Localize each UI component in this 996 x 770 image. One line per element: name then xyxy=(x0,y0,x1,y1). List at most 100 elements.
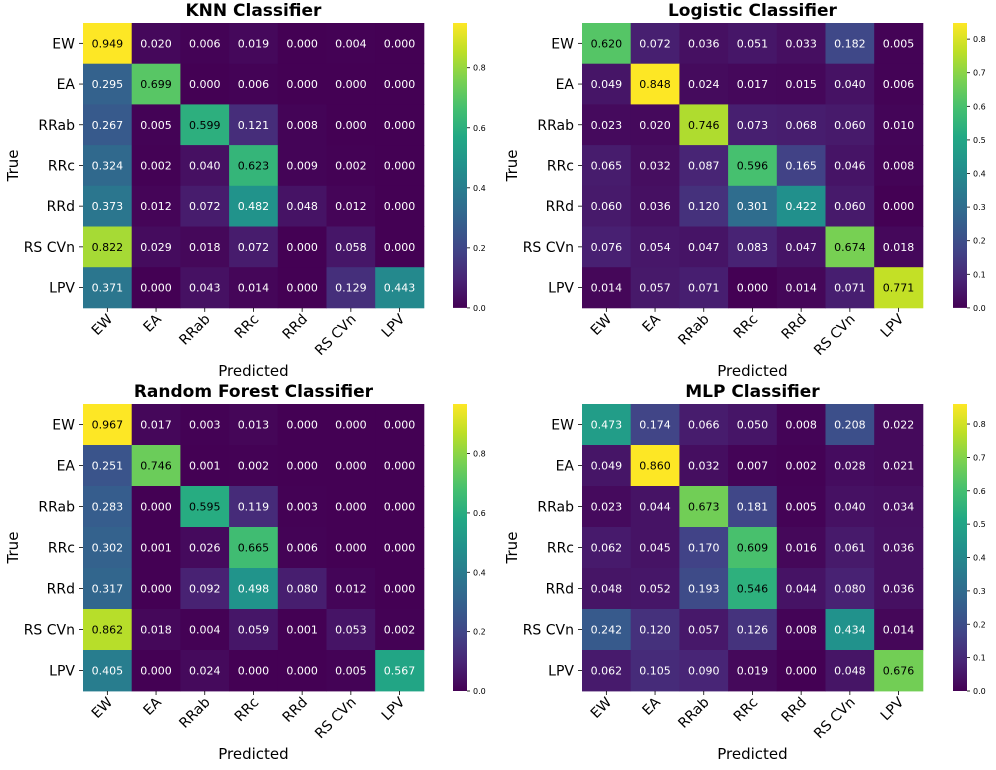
cell-value-label: 0.009 xyxy=(286,159,318,172)
heatmap-cell xyxy=(375,650,425,692)
y-axis-label: True xyxy=(503,150,521,183)
cell-value-label: 0.045 xyxy=(639,542,671,555)
heatmap-cell xyxy=(131,609,181,651)
cell-value-label: 0.000 xyxy=(384,78,416,91)
cell-value-label: 0.121 xyxy=(238,119,270,132)
heatmap-cell xyxy=(630,145,680,187)
cell-value-label: 0.071 xyxy=(688,282,720,295)
y-tick-label: RRc xyxy=(547,541,574,557)
y-tick-label: LPV xyxy=(548,664,574,680)
heatmap-cell xyxy=(728,185,778,227)
heatmap-cell xyxy=(375,226,425,268)
cell-value-label: 0.301 xyxy=(737,200,769,213)
heatmap-cell xyxy=(375,527,425,569)
heatmap-cell xyxy=(679,185,729,227)
cell-value-label: 0.057 xyxy=(688,624,720,637)
cell-value-label: 0.020 xyxy=(140,37,172,50)
x-tick-label: LPV xyxy=(379,311,409,341)
heatmap-cell xyxy=(582,63,632,105)
heatmap-cell xyxy=(825,486,875,528)
heatmap-cell xyxy=(728,527,778,569)
colorbar-tick-label: 0.7 xyxy=(973,453,986,462)
y-axis-label: True xyxy=(4,150,22,183)
y-tick-label: RS CVn xyxy=(24,240,75,256)
heatmap-cell xyxy=(582,650,632,692)
heatmap-cell xyxy=(326,650,376,692)
heatmap-cell xyxy=(277,63,327,105)
cell-value-label: 0.000 xyxy=(384,200,416,213)
heatmap-cell xyxy=(131,145,181,187)
cell-value-label: 0.017 xyxy=(737,78,769,91)
cell-value-label: 0.062 xyxy=(591,665,623,678)
heatmap-cell xyxy=(728,609,778,651)
cell-value-label: 0.048 xyxy=(591,583,623,596)
y-tick-label: RS CVn xyxy=(24,623,75,639)
cell-value-label: 0.076 xyxy=(591,241,623,254)
y-tick-label: EW xyxy=(551,36,574,52)
cell-value-label: 0.000 xyxy=(384,419,416,432)
cell-value-label: 0.949 xyxy=(92,37,124,50)
heatmap-cell xyxy=(874,568,924,610)
heatmap-cell xyxy=(326,527,376,569)
heatmap-cell xyxy=(326,568,376,610)
cell-value-label: 0.036 xyxy=(883,583,915,596)
cell-value-label: 0.001 xyxy=(286,624,318,637)
heatmap-cell xyxy=(776,609,826,651)
heatmap-cell xyxy=(326,267,376,309)
cell-value-label: 0.036 xyxy=(883,542,915,555)
heatmap-cell xyxy=(582,226,632,268)
cell-value-label: 0.567 xyxy=(384,665,416,678)
heatmap-cell xyxy=(728,486,778,528)
cell-value-label: 0.018 xyxy=(140,624,172,637)
cell-value-label: 0.018 xyxy=(883,241,915,254)
cell-value-label: 0.000 xyxy=(335,119,367,132)
y-axis-label: True xyxy=(503,532,521,565)
cell-value-label: 0.434 xyxy=(834,624,866,637)
cell-value-label: 0.043 xyxy=(189,282,221,295)
heatmap-cell xyxy=(825,527,875,569)
chart-title: MLP Classifier xyxy=(685,382,820,402)
colorbar-tick-label: 0.4 xyxy=(973,170,986,179)
cell-value-label: 0.302 xyxy=(92,542,124,555)
heatmap-cell xyxy=(582,185,632,227)
heatmap-cell xyxy=(180,145,230,187)
heatmap-cell xyxy=(679,267,729,309)
cell-value-label: 0.119 xyxy=(238,501,270,514)
heatmap-cell xyxy=(131,185,181,227)
heatmap-cell xyxy=(277,609,327,651)
heatmap-cell xyxy=(874,63,924,105)
heatmap-cell xyxy=(229,145,279,187)
heatmap-cell xyxy=(326,185,376,227)
cell-value-label: 0.032 xyxy=(639,159,671,172)
heatmap-cell xyxy=(582,527,632,569)
cell-value-label: 0.050 xyxy=(737,419,769,432)
cell-value-label: 0.623 xyxy=(238,159,270,172)
cell-value-label: 0.860 xyxy=(639,460,671,473)
heatmap-cell xyxy=(180,226,230,268)
cell-value-label: 0.057 xyxy=(639,282,671,295)
cell-value-label: 0.822 xyxy=(92,241,124,254)
cell-value-label: 0.193 xyxy=(688,583,720,596)
cell-value-label: 0.046 xyxy=(834,159,866,172)
colorbar-tick-label: 0.1 xyxy=(973,654,986,663)
y-tick-label: LPV xyxy=(548,281,574,297)
cell-value-label: 0.014 xyxy=(883,624,915,637)
heatmap-cell xyxy=(728,226,778,268)
heatmap-cell xyxy=(582,609,632,651)
cell-value-label: 0.023 xyxy=(591,501,623,514)
heatmap-cell xyxy=(83,486,133,528)
x-tick-label: EA xyxy=(141,694,166,719)
cell-value-label: 0.165 xyxy=(785,159,817,172)
x-tick-label: EA xyxy=(640,694,665,719)
cell-value-label: 0.000 xyxy=(286,241,318,254)
x-tick-label: RS CVn xyxy=(811,311,859,359)
cell-value-label: 0.008 xyxy=(785,419,817,432)
heatmap-cell xyxy=(582,568,632,610)
colorbar-tick-label: 0.0 xyxy=(973,304,986,313)
heatmap-cell xyxy=(277,650,327,692)
colorbar-tick-label: 0.5 xyxy=(973,520,986,529)
cell-value-label: 0.000 xyxy=(238,665,270,678)
heatmap-cell xyxy=(229,104,279,146)
heatmap-cell xyxy=(326,23,376,65)
heatmap-cell xyxy=(326,486,376,528)
